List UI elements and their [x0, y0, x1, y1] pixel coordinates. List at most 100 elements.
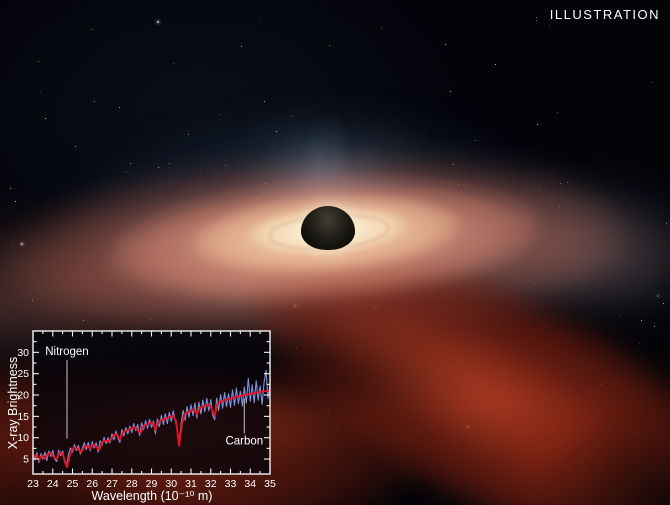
star — [173, 63, 175, 65]
star — [412, 174, 414, 176]
star — [118, 106, 120, 108]
star — [240, 46, 242, 48]
star — [37, 61, 39, 63]
star — [556, 112, 558, 114]
star — [497, 323, 499, 325]
star — [403, 299, 405, 301]
star — [160, 294, 162, 296]
y-tick-label: 30 — [17, 347, 29, 359]
star — [224, 165, 226, 167]
star — [639, 342, 641, 344]
star — [149, 319, 151, 321]
x-tick-label: 34 — [244, 478, 256, 490]
star — [466, 425, 469, 428]
star — [296, 348, 298, 350]
star — [429, 291, 431, 293]
star — [579, 459, 582, 462]
star — [619, 315, 621, 317]
x-tick-label: 28 — [126, 478, 138, 490]
star — [651, 81, 653, 83]
star — [536, 17, 538, 19]
star — [490, 269, 491, 271]
star — [656, 294, 659, 297]
series-model-spectrum — [33, 389, 270, 469]
star — [488, 363, 490, 365]
star — [373, 306, 376, 309]
x-tick-label: 35 — [264, 478, 276, 490]
y-axis-title: X-ray Brightness — [6, 357, 20, 449]
star — [533, 283, 535, 285]
chart-plot-area: Nitrogen Carbon 23 24 25 26 27 28 29 30 31 32 33 34 35… — [17, 330, 276, 490]
star — [156, 21, 159, 24]
y-tick-label: 25 — [17, 368, 29, 380]
star — [241, 45, 243, 47]
y-tick-label: 20 — [17, 390, 29, 402]
star — [14, 200, 16, 202]
spectrum-inset-chart: Nitrogen Carbon 23 24 25 26 27 28 29 30 31 32 33 34 35… — [6, 330, 276, 503]
star — [380, 26, 382, 28]
star — [559, 205, 561, 207]
y-tick-label: 5 — [23, 454, 29, 466]
star — [329, 44, 331, 46]
star — [219, 114, 221, 116]
star — [363, 330, 365, 332]
series-observed-spectrum — [33, 369, 270, 467]
star — [638, 432, 640, 434]
star — [298, 431, 300, 433]
star — [600, 383, 602, 385]
star — [92, 29, 94, 31]
x-tick-label: 32 — [205, 478, 217, 490]
x-tick-label: 33 — [225, 478, 237, 490]
star — [559, 182, 561, 184]
star — [157, 166, 159, 168]
star — [433, 478, 435, 480]
black-hole — [301, 206, 355, 250]
annotation-label-nitrogen: Nitrogen — [45, 346, 88, 358]
star — [654, 326, 656, 328]
star — [31, 299, 33, 301]
star — [450, 91, 452, 93]
illustration-label: ILLUSTRATION — [549, 7, 660, 22]
x-tick-label: 27 — [106, 478, 118, 490]
star — [94, 101, 96, 103]
star — [555, 379, 557, 381]
star — [275, 130, 277, 132]
y-tick-label: 15 — [17, 411, 29, 423]
x-tick-label: 30 — [165, 478, 177, 490]
star — [665, 223, 667, 225]
star — [328, 409, 330, 411]
star — [293, 305, 296, 308]
star — [444, 44, 446, 46]
star — [474, 140, 476, 142]
star — [323, 433, 325, 435]
star — [39, 90, 41, 92]
star — [662, 302, 664, 304]
star — [120, 303, 122, 305]
x-tick-label: 25 — [67, 478, 79, 490]
star — [453, 163, 455, 165]
star — [259, 17, 261, 19]
x-tick-label: 26 — [86, 478, 98, 490]
red-debris-stream-tail — [446, 353, 670, 505]
star — [402, 291, 404, 293]
star — [265, 182, 267, 184]
star — [74, 145, 76, 147]
star — [640, 320, 642, 322]
star — [226, 307, 228, 309]
star — [258, 136, 260, 138]
star — [199, 170, 201, 172]
star — [567, 181, 569, 183]
x-tick-label: 31 — [185, 478, 197, 490]
star — [11, 241, 13, 243]
star — [125, 171, 127, 173]
star — [311, 386, 313, 388]
red-debris-stream-highlight — [284, 261, 656, 505]
star — [336, 427, 338, 429]
star — [187, 133, 189, 135]
star — [10, 188, 12, 190]
y-tick-label: 10 — [17, 432, 29, 444]
vignette-bottom-right — [518, 392, 670, 505]
star — [231, 297, 233, 299]
star — [129, 162, 131, 164]
